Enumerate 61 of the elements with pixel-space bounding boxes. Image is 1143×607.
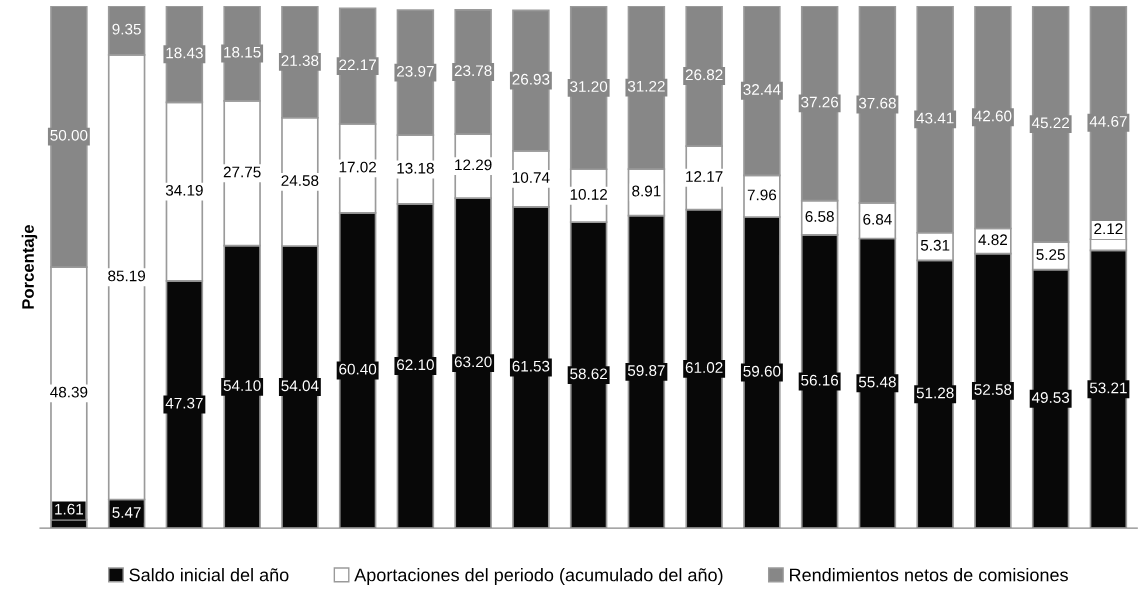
data-label: 45.22 bbox=[1031, 117, 1070, 129]
data-label: 34.19 bbox=[165, 184, 203, 196]
data-label: 56.16 bbox=[801, 374, 839, 386]
data-label: 47.37 bbox=[165, 397, 203, 409]
legend-label: Aportaciones del periodo (acumulado del año) bbox=[354, 568, 723, 585]
data-label: 32.44 bbox=[743, 84, 781, 95]
data-label: 23.97 bbox=[397, 65, 434, 77]
data-label: 44.67 bbox=[1089, 115, 1127, 127]
data-label: 50.00 bbox=[50, 129, 88, 141]
data-label: 21.38 bbox=[281, 55, 319, 67]
legend-label: Saldo inicial del año bbox=[129, 568, 289, 582]
data-label: 17.02 bbox=[339, 161, 376, 173]
data-label: 49.53 bbox=[1031, 392, 1070, 403]
data-label: 7.96 bbox=[747, 189, 777, 201]
data-label: 61.53 bbox=[512, 360, 550, 372]
data-label: 26.93 bbox=[512, 73, 550, 85]
data-label: 52.58 bbox=[974, 384, 1012, 395]
data-label: 6.84 bbox=[863, 213, 892, 225]
data-label: 43.41 bbox=[916, 112, 954, 124]
data-label: 18.43 bbox=[166, 47, 203, 59]
data-label: 18.15 bbox=[224, 46, 261, 58]
data-label: 85.19 bbox=[108, 270, 146, 282]
data-label: 5.31 bbox=[920, 239, 950, 251]
data-label: 42.60 bbox=[974, 110, 1012, 122]
data-label: 54.04 bbox=[281, 380, 319, 392]
data-label: 10.12 bbox=[570, 188, 607, 200]
data-label: 12.29 bbox=[455, 159, 492, 171]
data-label: 58.62 bbox=[570, 368, 607, 380]
data-label: 5.25 bbox=[1036, 249, 1065, 260]
data-label: 51.28 bbox=[916, 387, 954, 399]
data-label: 31.22 bbox=[627, 80, 665, 92]
data-label: 55.48 bbox=[858, 376, 896, 388]
data-label: 9.35 bbox=[112, 23, 141, 35]
data-label: 10.74 bbox=[512, 172, 550, 183]
data-label: 53.21 bbox=[1089, 382, 1127, 394]
y-axis-title: Porcentaje bbox=[21, 225, 38, 309]
data-label: 8.91 bbox=[632, 185, 661, 197]
data-label: 23.78 bbox=[454, 65, 492, 77]
data-label: 26.82 bbox=[685, 69, 723, 81]
data-label: 37.26 bbox=[801, 96, 839, 108]
data-label: 60.40 bbox=[339, 363, 377, 375]
data-label: 6.58 bbox=[805, 211, 834, 222]
data-label: 22.17 bbox=[339, 59, 376, 71]
data-label: 37.68 bbox=[858, 97, 896, 109]
data-label: 63.20 bbox=[454, 356, 492, 368]
data-label: 61.02 bbox=[685, 362, 723, 373]
data-label: 48.39 bbox=[50, 386, 88, 398]
data-label: 59.87 bbox=[627, 365, 665, 376]
data-label: 4.82 bbox=[978, 234, 1008, 246]
data-label: 24.58 bbox=[281, 175, 319, 186]
data-label: 31.20 bbox=[570, 81, 608, 92]
data-label: 59.60 bbox=[743, 365, 781, 377]
data-label: 54.10 bbox=[223, 380, 261, 391]
data-label: 62.10 bbox=[397, 359, 434, 371]
data-label: 13.18 bbox=[397, 162, 434, 174]
data-label: 2.12 bbox=[1094, 223, 1123, 235]
legend-label: Rendimientos netos de comisiones bbox=[790, 568, 1068, 582]
data-label: 27.75 bbox=[223, 166, 261, 178]
data-label: 12.17 bbox=[686, 171, 723, 182]
data-label: 5.47 bbox=[112, 507, 141, 518]
data-label: 1.61 bbox=[55, 503, 83, 515]
